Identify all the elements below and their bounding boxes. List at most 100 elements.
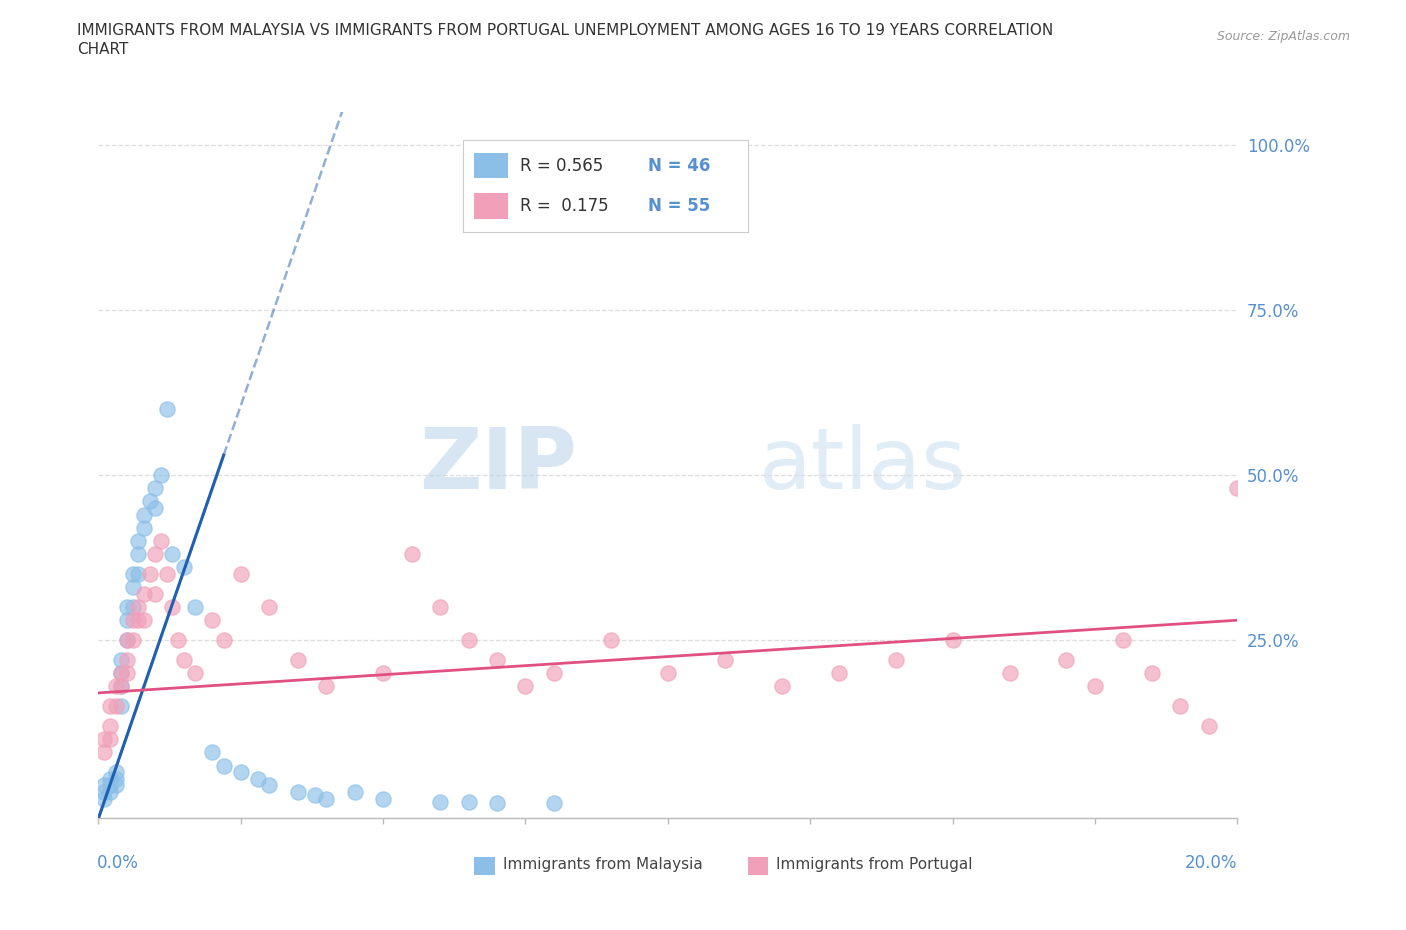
Point [145, 500, 167, 515]
Point [110, 679, 132, 694]
Point [173, 653, 195, 668]
Point [828, 666, 851, 681]
Point [657, 666, 679, 681]
Text: Immigrants from Portugal: Immigrants from Portugal [776, 857, 973, 871]
Point [104, 679, 127, 694]
Point [150, 468, 173, 483]
Point [229, 764, 252, 779]
Point [127, 613, 149, 628]
Point [121, 600, 143, 615]
Point [1226, 481, 1249, 496]
Point [145, 481, 167, 496]
Point [104, 777, 127, 792]
Point [110, 666, 132, 681]
Point [115, 666, 138, 681]
Point [138, 494, 160, 509]
Point [132, 520, 155, 535]
Text: Immigrants from Malaysia: Immigrants from Malaysia [503, 857, 703, 871]
Point [884, 653, 907, 668]
Point [201, 613, 224, 628]
Point [287, 653, 309, 668]
Text: 20.0%: 20.0% [1185, 854, 1237, 871]
Point [184, 600, 207, 615]
Point [1112, 632, 1135, 647]
Point [714, 653, 737, 668]
FancyBboxPatch shape [748, 857, 768, 875]
Point [770, 679, 793, 694]
Point [998, 666, 1021, 681]
Point [127, 600, 149, 615]
Point [167, 632, 190, 647]
Point [259, 600, 281, 615]
Point [315, 679, 337, 694]
Point [93, 777, 115, 792]
Point [98, 732, 121, 747]
Point [600, 632, 623, 647]
Point [259, 777, 281, 792]
Point [104, 764, 127, 779]
Point [115, 600, 138, 615]
Text: ZIP: ZIP [419, 423, 576, 507]
Text: CHART: CHART [77, 42, 129, 57]
Point [1170, 698, 1192, 713]
Point [315, 791, 337, 806]
Point [162, 547, 184, 562]
Point [104, 698, 127, 713]
Point [373, 791, 395, 806]
Point [457, 632, 479, 647]
Point [156, 402, 179, 417]
Point [121, 579, 143, 594]
Point [93, 791, 115, 806]
Point [942, 632, 965, 647]
Point [1198, 719, 1220, 734]
Point [429, 600, 451, 615]
Point [98, 719, 121, 734]
Point [486, 796, 509, 811]
Point [201, 745, 224, 760]
Point [115, 653, 138, 668]
Point [121, 566, 143, 581]
Point [127, 566, 149, 581]
Point [121, 632, 143, 647]
Point [1056, 653, 1078, 668]
Point [212, 632, 235, 647]
Point [115, 613, 138, 628]
Point [98, 771, 121, 786]
Point [93, 745, 115, 760]
Text: 0.0%: 0.0% [97, 854, 139, 871]
Point [115, 632, 138, 647]
Point [229, 566, 252, 581]
Point [457, 794, 479, 809]
Point [184, 666, 207, 681]
Point [98, 777, 121, 792]
Text: Source: ZipAtlas.com: Source: ZipAtlas.com [1216, 30, 1350, 43]
Point [401, 547, 423, 562]
Point [212, 758, 235, 773]
Point [287, 785, 309, 800]
Point [145, 547, 167, 562]
Point [543, 796, 565, 811]
Point [132, 587, 155, 602]
Point [98, 698, 121, 713]
Point [429, 794, 451, 809]
Point [373, 666, 395, 681]
Point [121, 613, 143, 628]
Point [110, 666, 132, 681]
Point [110, 698, 132, 713]
Point [1084, 679, 1107, 694]
Point [127, 547, 149, 562]
Point [110, 679, 132, 694]
Point [150, 534, 173, 549]
Point [156, 566, 179, 581]
Text: atlas: atlas [759, 423, 967, 507]
Point [93, 785, 115, 800]
Text: IMMIGRANTS FROM MALAYSIA VS IMMIGRANTS FROM PORTUGAL UNEMPLOYMENT AMONG AGES 16 : IMMIGRANTS FROM MALAYSIA VS IMMIGRANTS F… [77, 23, 1053, 38]
Point [98, 785, 121, 800]
Point [173, 560, 195, 575]
Point [543, 666, 565, 681]
Point [132, 507, 155, 522]
Point [115, 632, 138, 647]
Point [343, 785, 366, 800]
Point [162, 600, 184, 615]
Point [515, 679, 537, 694]
